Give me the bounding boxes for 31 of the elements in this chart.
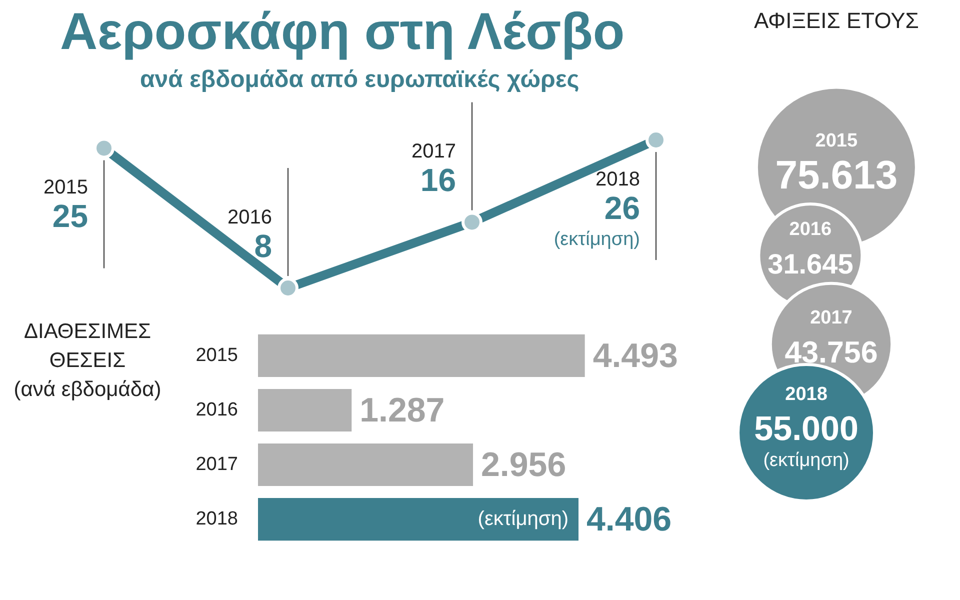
data-label: 4.493 [592,337,678,376]
chart-subtitle: ανά εβδομάδα από ευρωπαϊκές χώρες [140,66,580,94]
data-label: 26 [604,190,640,226]
category-label: 2016 [789,218,832,240]
y-tick-label: 2016 [196,399,238,420]
bar [258,334,585,377]
annotation: (εκτίμηση) [478,508,568,530]
chart-title: Αεροσκάφη στη Λέσβο [60,2,625,62]
data-label: 55.000 [754,410,858,448]
data-label: 1.287 [360,392,445,430]
bar [258,498,578,541]
annotation: (εκτίμηση) [554,229,640,250]
data-label: 31.645 [768,248,854,280]
y-tick-label: 2015 [196,344,238,366]
data-label: 75.613 [775,153,898,198]
data-label: 43.756 [784,336,878,370]
category-label: 2018 [785,384,828,405]
y-tick-label: 2018 [196,508,238,530]
bar [258,388,352,432]
text: ΑΦΙΞΕΙΣ ΕΤΟΥΣ [754,8,919,34]
text: (εκτίμηση) [763,450,850,471]
data-label: 4.406 [586,500,672,539]
data-label: 25 [52,198,88,234]
category-label: 2017 [810,307,852,328]
data-label: 2.956 [481,446,566,484]
y-tick-label: 2017 [196,454,238,476]
data-label: 16 [420,162,456,198]
bar [258,444,474,486]
y-axis-title: ΔΙΑΘΕΣΙΜΕΣ ΘΕΣΕΙΣ (ανά εβδομάδα) [12,319,162,403]
category-label: 2015 [815,130,858,152]
data-label: 8 [254,228,272,264]
